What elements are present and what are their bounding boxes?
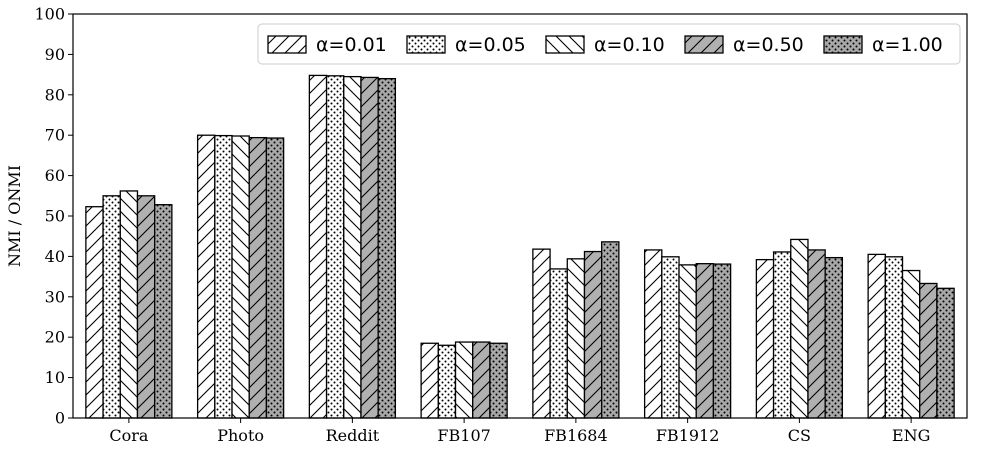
legend-label: α=0.50	[733, 34, 804, 56]
bar	[601, 241, 620, 419]
y-tick-label: 40	[45, 247, 65, 266]
bar	[807, 249, 826, 419]
bar	[343, 75, 362, 419]
bar	[420, 342, 439, 419]
x-tick-label: Photo	[217, 426, 264, 445]
y-tick-label: 50	[45, 207, 65, 226]
legend: α=0.01 α=0.05 α=0.10 α=0.50 α=1.00	[257, 23, 961, 65]
bar	[308, 74, 328, 419]
legend-swatch	[823, 35, 863, 54]
bar	[824, 256, 844, 419]
bar	[678, 264, 697, 419]
legend-label: α=1.00	[872, 34, 943, 56]
bar	[755, 258, 775, 419]
bar	[695, 263, 715, 419]
bar	[437, 344, 457, 419]
bar	[472, 341, 491, 419]
x-tick-label: Cora	[109, 426, 149, 445]
bar	[867, 253, 886, 419]
legend-label: α=0.10	[594, 34, 665, 56]
y-tick-label: 10	[45, 368, 65, 387]
legend-label: α=0.01	[316, 34, 387, 56]
y-axis-label: NMI / ONMI	[5, 165, 24, 267]
x-tick-label: ENG	[892, 426, 930, 445]
bar	[196, 134, 216, 419]
y-axis: 0 10 20 30 40 50 60 70 80 90 100	[34, 5, 73, 428]
bar	[884, 256, 904, 419]
bar	[566, 258, 586, 419]
bar	[214, 134, 233, 419]
x-tick-label: FB107	[437, 426, 490, 445]
bars-group	[85, 74, 955, 419]
bar	[85, 206, 104, 419]
bar	[532, 248, 551, 419]
y-tick-label: 0	[55, 409, 65, 428]
y-tick-label: 90	[45, 45, 65, 64]
bar	[712, 263, 732, 419]
x-tick-label: CS	[788, 426, 811, 445]
y-tick-label: 100	[34, 5, 65, 24]
bar	[549, 268, 568, 419]
x-tick-label: Reddit	[326, 426, 380, 445]
legend-box	[257, 23, 961, 65]
bar	[643, 249, 663, 419]
y-tick-label: 70	[45, 126, 65, 145]
legend-swatch	[545, 35, 585, 54]
bar	[790, 238, 809, 419]
y-tick-label: 30	[45, 287, 65, 306]
bar	[102, 195, 121, 419]
bar	[772, 251, 792, 419]
bar	[489, 342, 508, 419]
bar	[265, 137, 285, 419]
legend-label: α=0.05	[455, 34, 526, 56]
bar	[136, 195, 156, 419]
bar	[377, 77, 397, 419]
bar	[583, 250, 603, 419]
bar	[360, 76, 379, 419]
legend-swatch	[684, 35, 724, 54]
legend-swatch	[267, 35, 307, 54]
plot-frame	[72, 13, 968, 419]
bar	[919, 282, 938, 419]
bar	[936, 287, 955, 419]
bar	[248, 136, 268, 419]
y-tick-label: 20	[45, 328, 65, 347]
bar	[901, 269, 921, 419]
bar	[119, 190, 139, 419]
bar	[661, 256, 680, 419]
x-tick-label: FB1684	[544, 426, 608, 445]
x-axis: Cora Photo Reddit FB107 FB1684 FB1912 CS ENG	[109, 418, 930, 445]
x-tick-label: FB1912	[656, 426, 720, 445]
bar	[154, 204, 173, 419]
bar	[231, 135, 250, 419]
y-tick-label: 80	[45, 85, 65, 104]
bar	[325, 75, 345, 419]
legend-swatch	[406, 35, 446, 54]
bar	[454, 341, 474, 419]
y-tick-label: 60	[45, 166, 65, 185]
